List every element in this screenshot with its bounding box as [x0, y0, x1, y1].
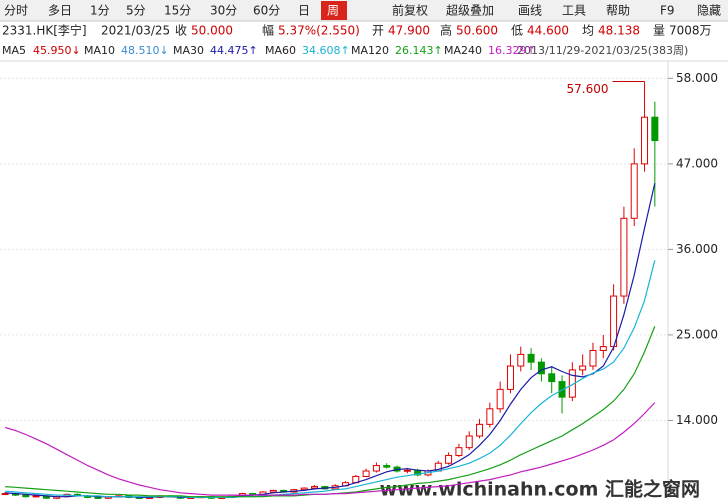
quote-value: 50.000 — [191, 24, 233, 38]
candle-body — [300, 487, 308, 491]
date-range: 2013/11/29-2021/03/25(383周) — [517, 44, 688, 57]
candle-body — [445, 454, 453, 464]
candle-body — [403, 469, 411, 472]
y-tick-label: 25.000 — [676, 327, 718, 341]
candle-body — [548, 373, 556, 383]
ma-value: 45.950↓ — [33, 44, 81, 57]
candle-body — [94, 496, 102, 499]
candle-body — [641, 116, 649, 165]
quote-value: 47.900 — [388, 24, 430, 38]
annotation-label: 57.600 — [567, 82, 609, 96]
ma-value: 26.143↑ — [395, 44, 443, 57]
candle-body — [599, 346, 607, 351]
quote-label: 高 — [440, 23, 452, 38]
candle-body — [1, 493, 9, 496]
ma-name: MA60 — [265, 44, 296, 57]
quote-label: 量 — [653, 24, 665, 38]
quote-label: 收 — [175, 24, 187, 38]
toolbar-button[interactable]: 周 — [327, 4, 339, 18]
ma-name: MA30 — [173, 44, 204, 57]
toolbar-button[interactable]: 超级叠加 — [446, 3, 494, 18]
ma-name: MA10 — [84, 44, 115, 57]
quote-value: 48.138 — [598, 24, 640, 38]
ma-value: 16.329↑ — [488, 44, 536, 57]
toolbar-button[interactable]: 隐藏 — [697, 4, 721, 18]
toolbar-button[interactable]: 画线 — [518, 4, 542, 18]
candle-body — [527, 353, 535, 363]
candle-body — [32, 495, 40, 498]
candle-body — [579, 365, 587, 371]
candle-body — [476, 423, 484, 437]
ma-value: 34.608↑ — [302, 44, 350, 57]
candle-body — [269, 489, 277, 493]
toolbar-button[interactable]: F9 — [660, 4, 675, 18]
candle-body — [537, 361, 545, 375]
toolbar-button[interactable]: 帮助 — [606, 4, 630, 18]
ma-value: 48.510↓ — [121, 44, 169, 57]
candle-body — [455, 447, 463, 456]
candle-body — [383, 465, 391, 468]
candle-body — [651, 116, 659, 142]
candle-body — [311, 486, 319, 489]
y-tick-label: 14.000 — [676, 413, 718, 427]
toolbar-button[interactable]: 分时 — [4, 4, 28, 18]
toolbar-button[interactable]: 前复权 — [392, 3, 428, 18]
quote-value: 50.600 — [456, 24, 498, 38]
toolbar-button[interactable]: 1分 — [90, 4, 110, 18]
quote-label: 开 — [372, 24, 384, 38]
toolbar-button[interactable]: 多日 — [48, 4, 72, 18]
active-tab-bg — [321, 1, 347, 20]
toolbar-button[interactable]: 30分 — [210, 4, 237, 18]
ma-name: MA240 — [444, 44, 482, 57]
candle-body — [496, 388, 504, 410]
candle-body — [372, 465, 380, 472]
ma-line — [5, 183, 656, 498]
candle-body — [630, 163, 638, 219]
symbol: 2331.HK[李宁] — [2, 23, 87, 38]
candle-body — [506, 365, 514, 390]
toolbar-button[interactable]: 5分 — [126, 4, 146, 18]
quote-label: 幅 — [262, 23, 274, 38]
toolbar-button[interactable]: 15分 — [164, 4, 191, 18]
quote-value: 5.37%(2.550) — [278, 24, 360, 38]
y-tick-label: 58.000 — [676, 71, 718, 85]
candle-body — [362, 470, 370, 477]
quote-label: 低 — [511, 24, 523, 38]
candle-body — [486, 408, 494, 425]
date: 2021/03/25 — [101, 24, 170, 38]
candle-body — [558, 381, 566, 398]
ma-value: 44.475↑ — [210, 44, 258, 57]
toolbar-button[interactable]: 工具 — [562, 4, 586, 18]
ma-name: MA5 — [2, 44, 26, 57]
quote-label: 均 — [582, 24, 594, 38]
candle-body — [465, 435, 473, 449]
candle-body — [620, 217, 628, 297]
ma-line — [5, 260, 656, 498]
candle-body — [589, 349, 597, 367]
y-tick-label: 36.000 — [676, 242, 718, 256]
toolbar-button[interactable]: 日 — [298, 4, 310, 18]
ma-line — [5, 402, 656, 496]
candle-body — [22, 494, 30, 498]
toolbar-button[interactable]: 60分 — [253, 4, 280, 18]
candle-body — [517, 353, 525, 367]
quote-value: 7008万 — [669, 24, 712, 38]
toolbar-bg — [0, 0, 728, 21]
ma-name: MA120 — [351, 44, 389, 57]
y-tick-label: 47.000 — [676, 156, 718, 170]
ma-line — [5, 326, 656, 498]
quote-value: 44.600 — [527, 24, 569, 38]
watermark: www.wlchinahn.com 汇能之窗网 — [380, 478, 700, 499]
